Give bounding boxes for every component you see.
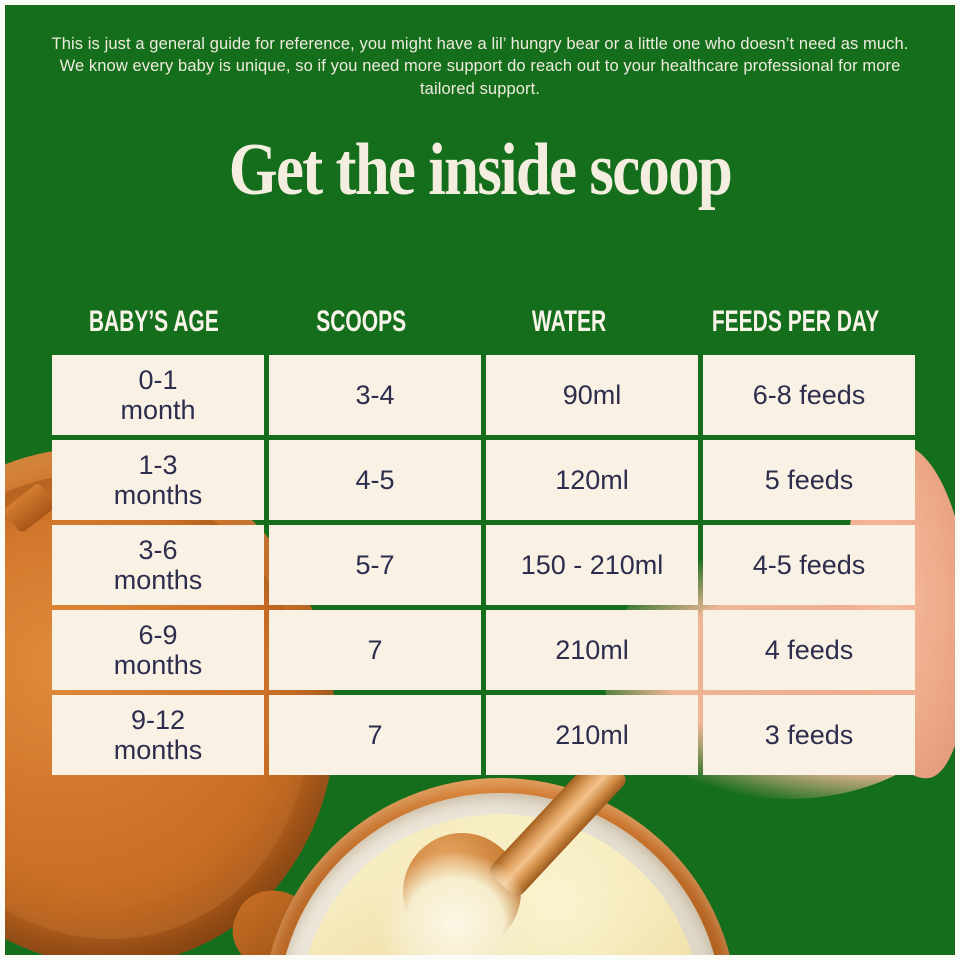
column-header-label: BABY’S AGE (88, 305, 219, 338)
table-cell-scoops: 3-4 (269, 355, 481, 435)
column-header-scoops: SCOOPS (260, 294, 463, 350)
table-cell-age: 3-6 months (52, 525, 264, 605)
page-title: Get the inside scoop (228, 129, 733, 211)
table-cell-water: 90ml (486, 355, 698, 435)
column-header-label: SCOOPS (316, 305, 407, 338)
table-cell-scoops: 7 (269, 610, 481, 690)
column-header-label: WATER (532, 305, 607, 338)
column-header-label: FEEDS PER DAY (711, 305, 880, 338)
table-cell-scoops: 5-7 (269, 525, 481, 605)
column-header-water: WATER (468, 294, 671, 350)
table-cell-scoops: 7 (269, 695, 481, 775)
table-cell-age: 9-12 months (52, 695, 264, 775)
table-cell-water: 120ml (486, 440, 698, 520)
background: This is just a general guide for referen… (5, 5, 955, 955)
table-cell-feeds: 4 feeds (703, 610, 915, 690)
table-cell-water: 210ml (486, 610, 698, 690)
table-cell-feeds: 4-5 feeds (703, 525, 915, 605)
table-cell-age: 0-1 month (52, 355, 264, 435)
feeding-table: 0-1 month 3-4 90ml 6-8 feeds 1-3 months … (52, 355, 915, 775)
disclaimer-note: This is just a general guide for referen… (51, 34, 909, 99)
table-cell-feeds: 6-8 feeds (703, 355, 915, 435)
column-header-feeds-per-day: FEEDS PER DAY (676, 294, 915, 350)
column-header-babys-age: BABY’S AGE (52, 294, 255, 350)
table-header-row: BABY’S AGE SCOOPS WATER FEEDS PER DAY (52, 294, 915, 350)
table-cell-age: 1-3 months (52, 440, 264, 520)
table-cell-water: 150 - 210ml (486, 525, 698, 605)
table-cell-water: 210ml (486, 695, 698, 775)
table-cell-scoops: 4-5 (269, 440, 481, 520)
table-cell-feeds: 3 feeds (703, 695, 915, 775)
table-cell-feeds: 5 feeds (703, 440, 915, 520)
scoop-powder-mound (377, 851, 533, 955)
table-cell-age: 6-9 months (52, 610, 264, 690)
